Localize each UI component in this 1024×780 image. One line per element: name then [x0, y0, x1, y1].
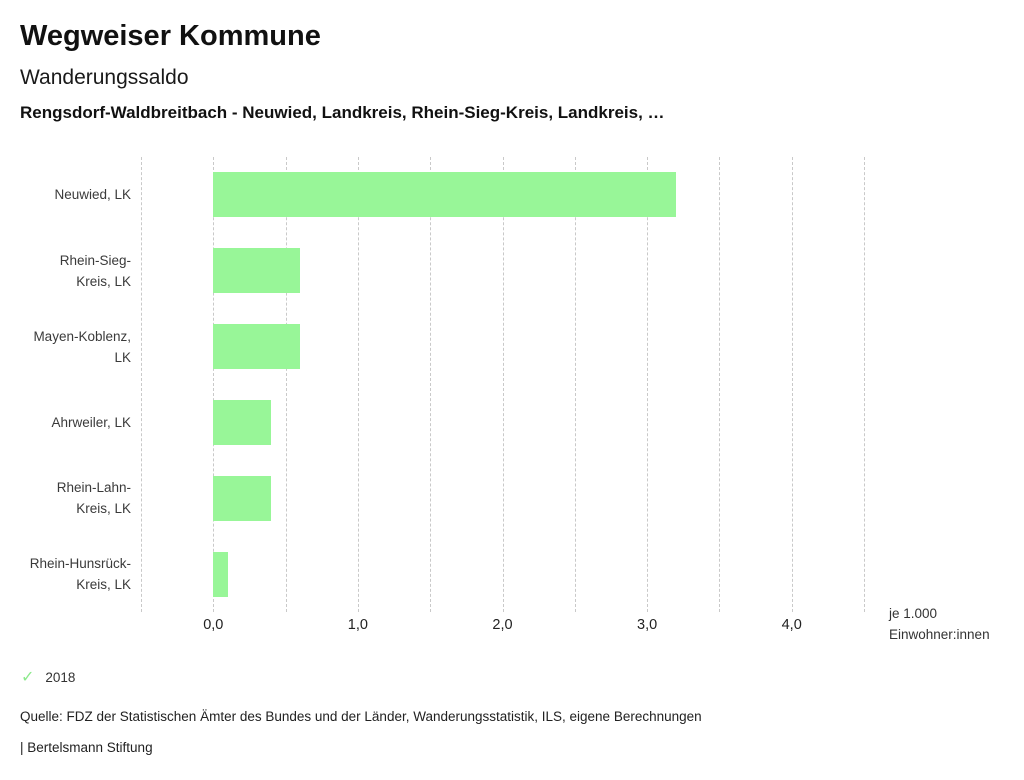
- region-context-line: Rengsdorf-Waldbreitbach - Neuwied, Landk…: [20, 103, 665, 122]
- category-axis: Neuwied, LK Rhein-Sieg- Kreis, LK Mayen-Ko…: [0, 157, 131, 612]
- gridline: [285, 157, 287, 612]
- plot-area: [141, 157, 865, 612]
- gridline: [357, 157, 359, 612]
- gridline: [502, 157, 504, 612]
- brand-note: | Bertelsmann Stiftung: [20, 740, 153, 755]
- bar[interactable]: [213, 248, 301, 294]
- chart-row: [141, 233, 864, 309]
- gridline: [430, 157, 432, 612]
- gridline: [719, 157, 721, 612]
- category-label: Mayen-Koblenz, LK: [33, 328, 131, 365]
- gridline: [574, 157, 576, 612]
- x-axis-tick: 1,0: [347, 617, 368, 633]
- x-axis-unit-label: je 1.000 Einwohner:innen: [889, 606, 990, 642]
- x-axis: 0,0 1,0 2,0 3,0 4,0: [141, 617, 864, 637]
- bar[interactable]: [213, 324, 301, 370]
- bar[interactable]: [213, 172, 677, 218]
- x-axis-tick: 2,0: [492, 617, 513, 633]
- chart-row: [141, 384, 864, 460]
- legend-item-2018[interactable]: ✓ 2018: [21, 667, 75, 687]
- bar[interactable]: [213, 475, 272, 521]
- bar-rows: [141, 157, 864, 612]
- bar[interactable]: [213, 399, 272, 445]
- category-label: Rhein-Lahn- Kreis, LK: [56, 480, 131, 517]
- chart-row: [141, 157, 864, 233]
- page-title: Wegweiser Kommune: [20, 20, 321, 52]
- category-label: Ahrweiler, LK: [51, 414, 131, 430]
- x-axis-tick: 0,0: [203, 617, 224, 633]
- category-label: Neuwied, LK: [54, 187, 131, 203]
- x-axis-tick: 4,0: [781, 617, 802, 633]
- bar[interactable]: [213, 551, 228, 597]
- chart-title: Wanderungssaldo: [20, 66, 189, 89]
- chart-row: [141, 536, 864, 612]
- legend-label: 2018: [45, 669, 76, 685]
- category-label: Rhein-Hunsrück- Kreis, LK: [29, 556, 131, 593]
- chart-row: [141, 309, 864, 385]
- gridline: [141, 157, 142, 612]
- gridline: [791, 157, 793, 612]
- check-icon: ✓: [21, 669, 35, 686]
- gridline: [864, 157, 865, 612]
- gridline: [213, 157, 215, 612]
- gridline: [647, 157, 649, 612]
- category-label: Rhein-Sieg- Kreis, LK: [59, 252, 131, 289]
- source-note: Quelle: FDZ der Statistischen Ämter des …: [20, 709, 702, 724]
- chart-row: [141, 460, 864, 536]
- x-axis-tick: 3,0: [637, 617, 658, 633]
